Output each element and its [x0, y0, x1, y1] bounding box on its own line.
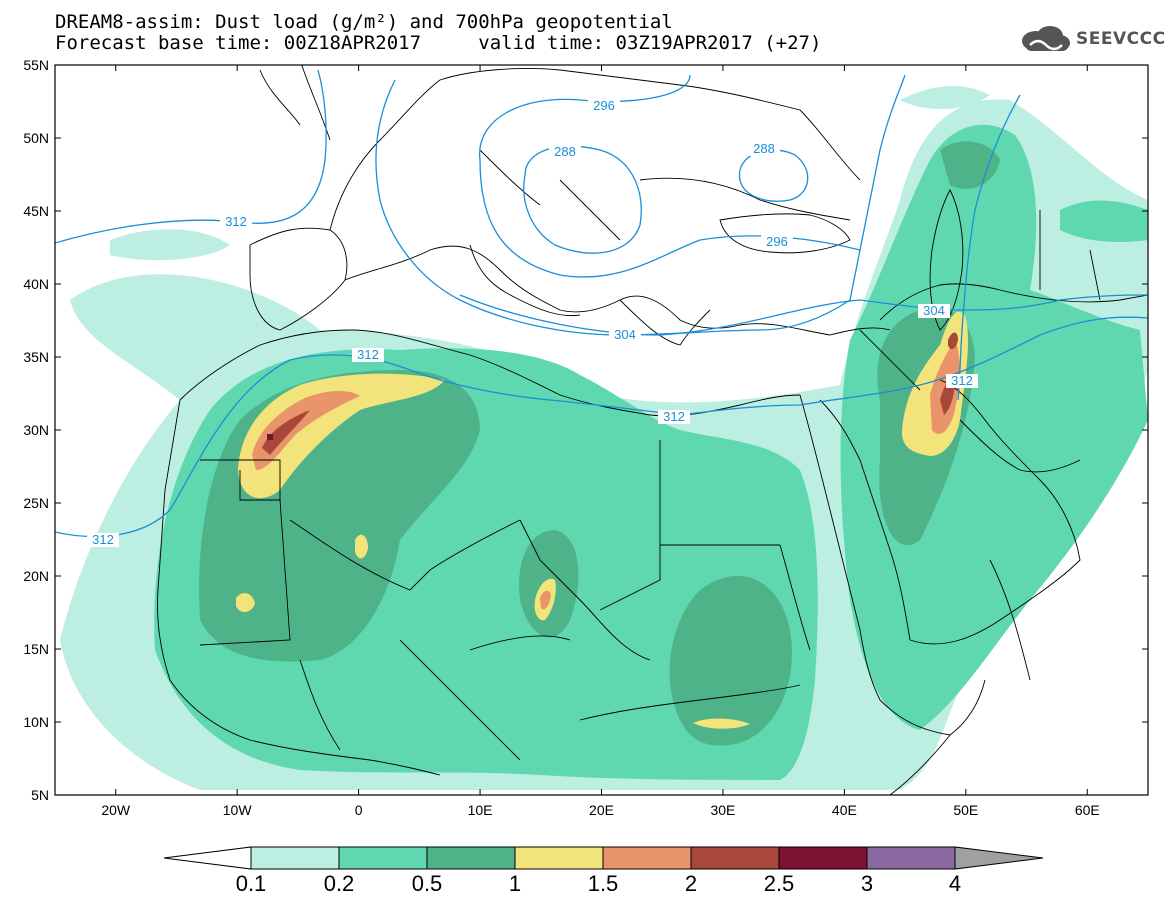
dust-level-0.2 — [840, 124, 1148, 730]
lat-tick-label: 5N — [31, 787, 49, 803]
contour-296-outer — [375, 74, 906, 336]
contour-label: 296 — [588, 98, 620, 113]
lat-tick-label: 35N — [23, 349, 49, 365]
lon-tick-label: 60E — [1075, 802, 1100, 818]
colorbar-label: 3 — [861, 871, 873, 896]
map-subtitle: Forecast base time: 00Z18APR2017 valid t… — [55, 33, 821, 53]
lon-tick-label: 20W — [101, 802, 131, 818]
lat-tick-label: 55N — [23, 57, 49, 73]
geopotential-contours — [55, 69, 1148, 538]
logo-text: SEEVCCC — [1076, 29, 1165, 49]
dust-level-0.1 — [110, 229, 230, 261]
dust-level-0.5 — [669, 575, 792, 746]
colorbar-right-arrow — [954, 846, 1044, 870]
svg-text:288: 288 — [554, 144, 576, 159]
contour-label: 304 — [609, 327, 641, 342]
lat-tick-label: 50N — [23, 130, 49, 146]
svg-text:304: 304 — [614, 327, 636, 342]
contour-label: 288 — [549, 144, 581, 159]
lat-tick-label: 15N — [23, 641, 49, 657]
colorbar-label: 1 — [509, 871, 521, 896]
colorbar-label: 0.5 — [412, 871, 443, 896]
forecast-base-time: Forecast base time: 00Z18APR2017 — [55, 32, 422, 54]
svg-text:312: 312 — [225, 214, 247, 229]
colorbar-label: 1.5 — [588, 871, 619, 896]
svg-text:304: 304 — [923, 303, 945, 318]
contour-label: 312 — [352, 347, 384, 362]
dust-level-1 — [236, 593, 255, 613]
map-title: DREAM8-assim: Dust load (g/m²) and 700hP… — [55, 11, 673, 33]
lat-tick-label: 10N — [23, 714, 49, 730]
svg-text:312: 312 — [357, 347, 379, 362]
colorbar-segment — [778, 846, 868, 870]
contour-label: 312 — [87, 532, 119, 547]
lon-tick-label: 50E — [953, 802, 978, 818]
lat-tick-label: 30N — [23, 422, 49, 438]
colorbar-label: 4 — [949, 871, 961, 896]
colorbar-label: 2 — [685, 871, 697, 896]
dust-level-1.5 — [540, 590, 551, 610]
lon-tick-label: 10E — [468, 802, 493, 818]
colorbar-segment — [338, 846, 428, 870]
dust-level-0.1 — [900, 85, 990, 110]
latitude-axis: 55N 50N 45N 40N 35N 30N 25N 20N 15N 10N 5N — [23, 57, 1148, 803]
contour-label: 312 — [220, 214, 252, 229]
svg-text:312: 312 — [663, 409, 685, 424]
svg-text:288: 288 — [753, 141, 775, 156]
dust-level-2 — [262, 410, 310, 455]
valid-time: valid time: 03Z19APR2017 (+27) — [478, 32, 822, 54]
coastlines-borders — [157, 65, 1148, 795]
lon-tick-label: 20E — [589, 802, 614, 818]
longitude-axis: 20W 10W 0 10E 20E 30E 40E 50E 60E — [101, 65, 1100, 818]
contour-label: 312 — [658, 409, 690, 424]
svg-text:312: 312 — [951, 373, 973, 388]
colorbar-segment — [690, 846, 780, 870]
dust-level-0.2 — [1060, 200, 1148, 242]
colorbar-label: 0.1 — [236, 871, 267, 896]
seevccc-logo: SEEVCCC — [1018, 25, 1165, 53]
colorbar-segment — [426, 846, 516, 870]
cloud-icon — [1022, 26, 1070, 51]
colorbar-label: 2.5 — [764, 871, 795, 896]
dust-level-2 — [948, 332, 958, 350]
dust-level-1 — [693, 718, 750, 729]
map-area: 296 288 288 312 296 304 304 312 312 312 … — [55, 65, 1148, 795]
dust-level-1.5 — [252, 391, 360, 470]
contour-label: 288 — [748, 141, 780, 156]
contour-labels: 296 288 288 312 296 304 304 312 312 312 … — [87, 98, 978, 547]
contour-312-east — [957, 94, 1021, 401]
colorbar-segment — [602, 846, 692, 870]
dust-load-field — [60, 85, 1148, 790]
dust-level-1 — [238, 373, 445, 499]
contour-label: 296 — [761, 234, 793, 249]
lon-tick-label: 40E — [832, 802, 857, 818]
contour-304 — [459, 294, 1148, 336]
colorbar-segment — [514, 846, 604, 870]
lon-tick-label: 30E — [710, 802, 735, 818]
svg-text:296: 296 — [766, 234, 788, 249]
lat-tick-label: 25N — [23, 495, 49, 511]
contour-label: 312 — [946, 373, 978, 388]
lat-tick-label: 45N — [23, 203, 49, 219]
contour-312-west — [55, 69, 327, 244]
svg-text:296: 296 — [593, 98, 615, 113]
dust-colorbar: 0.1 0.2 0.5 1 1.5 2 2.5 3 4 — [163, 846, 1044, 896]
lon-tick-label: 10W — [223, 802, 253, 818]
svg-text:312: 312 — [92, 532, 114, 547]
colorbar-left-arrow — [163, 846, 252, 870]
lat-tick-label: 20N — [23, 568, 49, 584]
lon-tick-label: 0 — [355, 802, 363, 818]
lat-tick-label: 40N — [23, 276, 49, 292]
colorbar-label: 0.2 — [324, 871, 355, 896]
colorbar-segment — [866, 846, 956, 870]
contour-312-main — [55, 316, 1148, 538]
dust-level-1 — [355, 534, 368, 559]
contour-label: 304 — [918, 303, 950, 318]
dust-level-2.5 — [267, 434, 273, 440]
colorbar-segment — [250, 846, 340, 870]
